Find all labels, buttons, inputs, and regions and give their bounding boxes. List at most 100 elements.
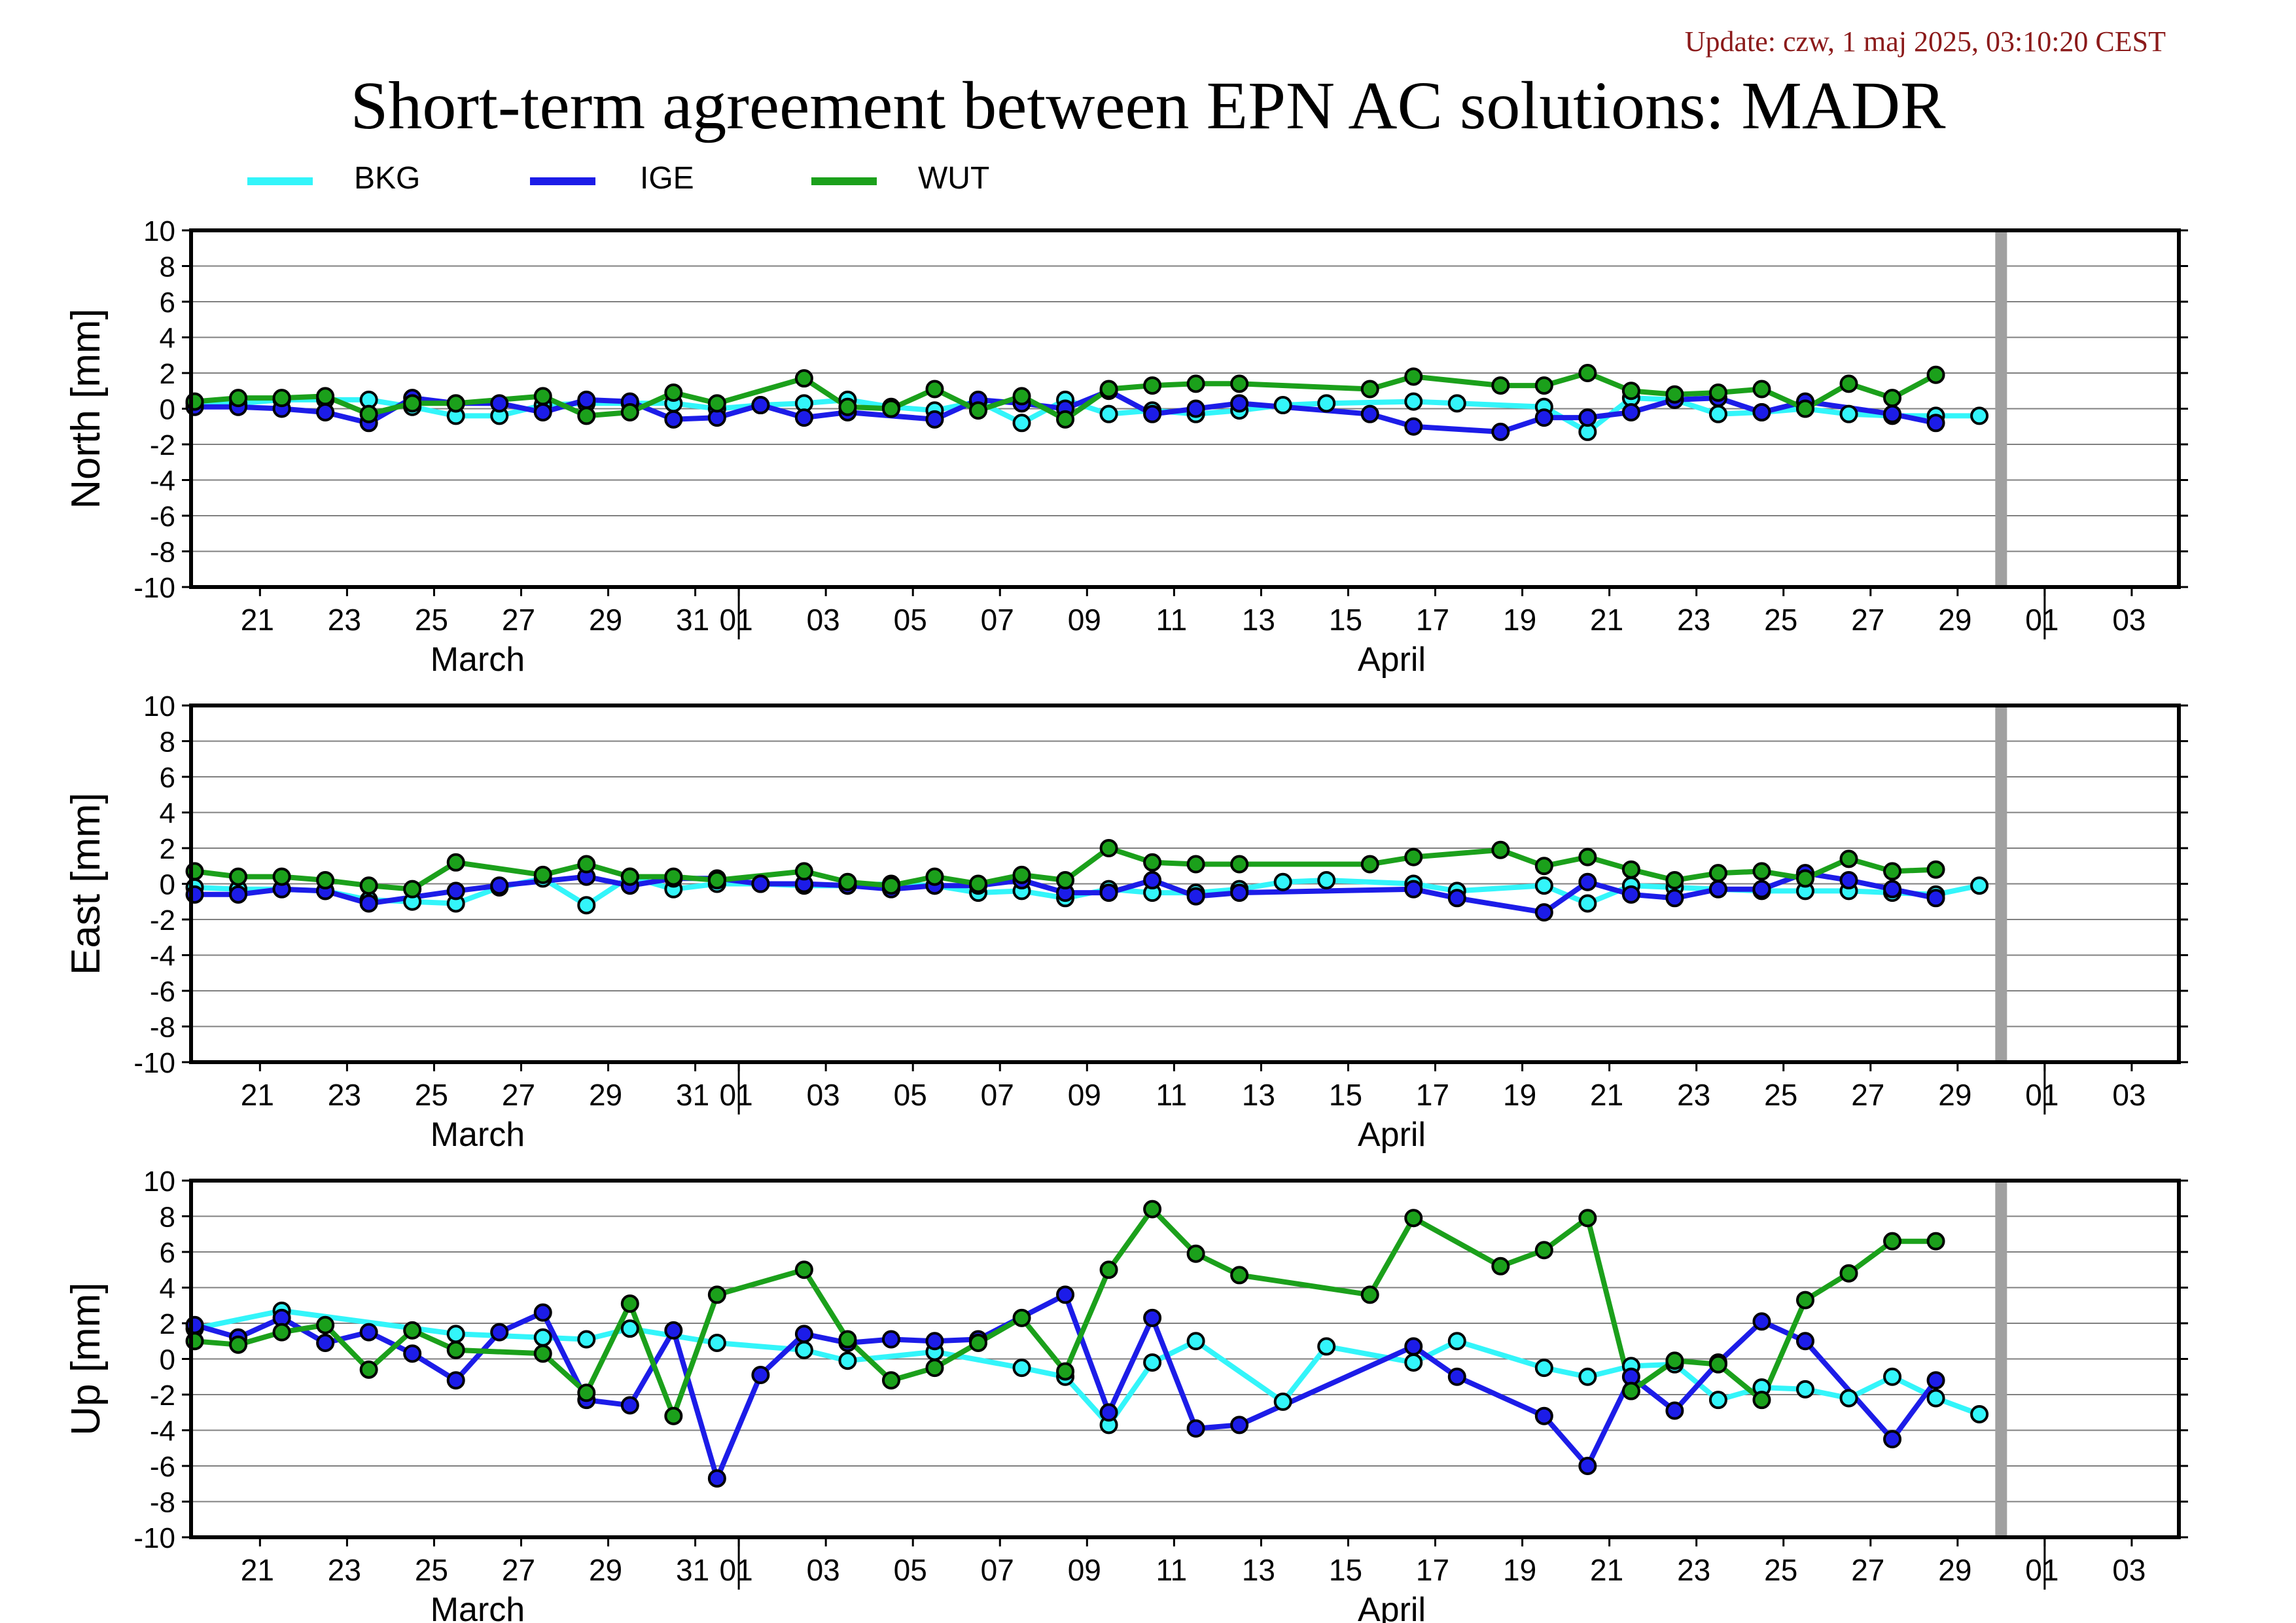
data-point-bkg <box>1317 1337 1336 1356</box>
data-point-bkg <box>1012 1359 1031 1378</box>
data-point-wut <box>1578 364 1597 382</box>
data-point-bkg <box>1970 876 1989 895</box>
data-point-wut <box>1360 380 1379 399</box>
data-point-wut <box>925 867 944 886</box>
x-tick-label: 23 <box>328 1078 361 1112</box>
data-point-ige <box>1665 889 1684 908</box>
data-point-ige <box>1752 402 1771 421</box>
data-point-wut <box>1012 387 1031 406</box>
x-tick-label: 11 <box>1156 1078 1187 1112</box>
data-point-wut <box>533 1344 552 1363</box>
data-point-bkg <box>1839 404 1858 423</box>
data-point-wut <box>577 855 596 874</box>
data-point-ige <box>1752 1312 1771 1331</box>
data-point-bkg <box>838 1351 857 1370</box>
x-tick-label: 17 <box>1416 1078 1449 1112</box>
month-label: March <box>431 641 525 679</box>
x-tick-label: 29 <box>1938 1078 1971 1112</box>
x-tick-label: 11 <box>1156 1553 1187 1587</box>
x-tick-label: 31 <box>676 1553 709 1587</box>
data-point-ige <box>1099 1403 1118 1422</box>
data-point-wut <box>1883 862 1902 881</box>
data-point-bkg <box>1447 1332 1466 1351</box>
x-tick-label: 27 <box>1851 603 1884 637</box>
data-point-wut <box>316 1315 335 1334</box>
data-point-bkg <box>1578 894 1597 913</box>
data-point-wut <box>1534 1241 1553 1260</box>
y-axis-label: Up [mm] <box>63 1282 109 1435</box>
data-point-bkg <box>1795 1380 1814 1399</box>
data-point-ige <box>359 1323 378 1342</box>
data-point-wut <box>1883 389 1902 408</box>
data-point-ige <box>446 1371 465 1390</box>
data-point-ige <box>1665 1401 1684 1420</box>
x-tick-label: 13 <box>1242 603 1275 637</box>
series-line-bkg <box>194 874 1980 908</box>
data-point-ige <box>1752 880 1771 899</box>
data-point-wut <box>359 876 378 895</box>
y-tick-label: 8 <box>160 251 175 283</box>
panel-1: 10 8 6 42 0-2 -4 -6 -8-10 21 23 25 27 29 31 01 03 05 07 09… <box>63 690 2188 1154</box>
data-point-ige <box>229 885 248 904</box>
data-point-wut <box>664 867 683 886</box>
data-point-ige <box>1534 903 1553 922</box>
data-point-bkg <box>1012 414 1031 433</box>
data-point-wut <box>1795 869 1814 888</box>
data-point-bkg <box>1273 1392 1292 1411</box>
data-point-wut <box>533 387 552 406</box>
data-point-bkg <box>1099 404 1118 423</box>
data-point-ige <box>1795 1332 1814 1351</box>
data-point-ige <box>664 1321 683 1340</box>
x-tick-label: 27 <box>502 1553 535 1587</box>
x-tick-label: 29 <box>589 1553 622 1587</box>
data-point-ige <box>1883 1430 1902 1449</box>
data-point-wut <box>1230 855 1249 874</box>
data-point-ige <box>707 1469 726 1488</box>
x-tick-label: 03 <box>807 1078 840 1112</box>
y-tick-label: -2 <box>150 429 175 461</box>
data-point-wut <box>1360 1285 1379 1304</box>
data-point-bkg <box>1143 1353 1162 1372</box>
y-tick-label: 0 <box>160 1344 175 1376</box>
data-point-bkg <box>1534 1359 1553 1378</box>
y-axis-label: East [mm] <box>63 793 109 975</box>
data-point-wut <box>1012 865 1031 884</box>
data-point-bkg <box>1404 1353 1423 1372</box>
data-point-wut <box>533 865 552 884</box>
data-point-ige <box>1883 404 1902 423</box>
data-point-ige <box>1578 408 1597 427</box>
data-point-wut <box>1534 376 1553 395</box>
x-tick-label: 21 <box>1590 603 1623 637</box>
data-point-wut <box>664 1406 683 1425</box>
data-point-wut <box>1230 1266 1249 1285</box>
x-tick-label: 03 <box>807 603 840 637</box>
x-tick-label: 17 <box>1416 1553 1449 1587</box>
data-point-wut <box>1578 847 1597 866</box>
y-tick-label: -10 <box>133 1047 175 1079</box>
data-point-ige <box>751 874 770 893</box>
x-tick-label: 21 <box>241 603 274 637</box>
data-point-ige <box>1926 1371 1945 1390</box>
data-point-ige <box>1056 1285 1075 1304</box>
panel-0: 10 8 6 42 0-2 -4 -6 -8-10 21 23 25 27 29 31 01 03 05 07 09… <box>63 215 2188 679</box>
x-tick-label: 25 <box>1764 603 1797 637</box>
data-point-bkg <box>1839 1389 1858 1408</box>
data-point-bkg <box>1273 396 1292 415</box>
data-point-wut <box>838 397 857 416</box>
data-point-bkg <box>1708 404 1727 423</box>
data-point-ige <box>751 396 770 415</box>
x-tick-label: 17 <box>1416 603 1449 637</box>
data-point-wut <box>1143 1200 1162 1219</box>
data-point-wut <box>272 867 291 886</box>
y-tick-label: 8 <box>160 1202 175 1234</box>
x-tick-label: 25 <box>415 1553 448 1587</box>
data-point-bkg <box>1926 1389 1945 1408</box>
x-tick-label: 21 <box>1590 1553 1623 1587</box>
x-tick-label: 11 <box>1156 603 1187 637</box>
data-point-bkg <box>1708 1391 1727 1410</box>
data-point-ige <box>533 402 552 421</box>
x-tick-label: 25 <box>415 1078 448 1112</box>
y-tick-label: 4 <box>160 798 175 830</box>
data-point-ige <box>925 1332 944 1351</box>
x-tick-label: 05 <box>894 1553 927 1587</box>
